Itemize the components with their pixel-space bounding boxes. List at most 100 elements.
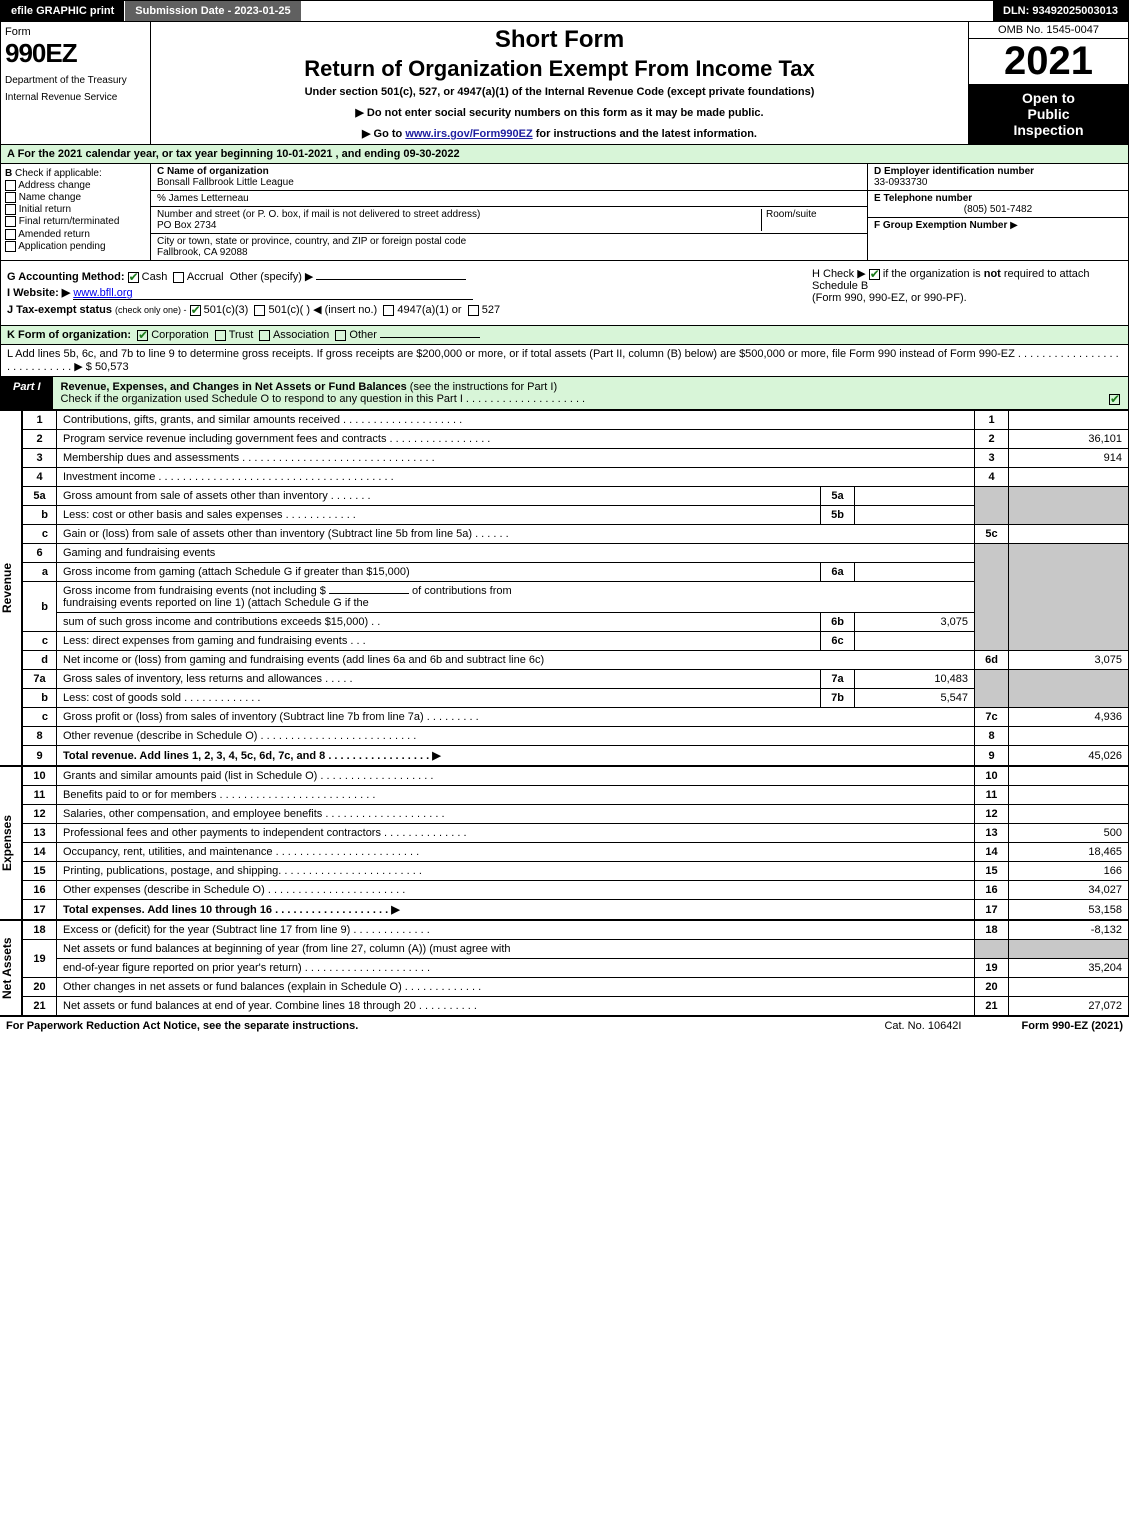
open-line2: Public	[973, 106, 1124, 122]
form-number: 990EZ	[5, 38, 146, 69]
line-13-rno: 13	[975, 824, 1009, 843]
line-5c-rno: 5c	[975, 525, 1009, 544]
line-2-val: 36,101	[1009, 430, 1129, 449]
line-5b-desc: Less: cost or other basis and sales expe…	[57, 506, 821, 525]
chk-address-change[interactable]: Address change	[5, 180, 146, 191]
line-4-desc: Investment income . . . . . . . . . . . …	[57, 468, 975, 487]
chk-501c3[interactable]	[190, 305, 201, 316]
line-18-val: -8,132	[1009, 921, 1129, 940]
city-row: City or town, state or province, country…	[151, 234, 867, 260]
chk-accrual[interactable]	[173, 272, 184, 283]
line-16: 16Other expenses (describe in Schedule O…	[23, 881, 1129, 900]
chk-4947[interactable]	[383, 305, 394, 316]
line-20-desc: Other changes in net assets or fund bala…	[57, 978, 975, 997]
line-7b: bLess: cost of goods sold . . . . . . . …	[23, 689, 1129, 708]
dln-label: DLN: 93492025003013	[993, 1, 1128, 21]
chk-corporation[interactable]	[137, 330, 148, 341]
F-label: F Group Exemption Number	[874, 220, 1007, 231]
K-label: K Form of organization:	[7, 329, 131, 341]
revenue-section: Revenue 1Contributions, gifts, grants, a…	[0, 410, 1129, 766]
line-17-rno: 17	[975, 900, 1009, 920]
chk-name-change-label: Name change	[19, 192, 81, 203]
line-3: 3Membership dues and assessments . . . .…	[23, 449, 1129, 468]
chk-H[interactable]	[869, 269, 880, 280]
net-assets-table: 18Excess or (deficit) for the year (Subt…	[22, 920, 1129, 1016]
D-label: D Employer identification number	[874, 166, 1122, 177]
line-15-rno: 15	[975, 862, 1009, 881]
address: PO Box 2734	[157, 220, 761, 231]
line-5b-sn: 5b	[821, 506, 855, 525]
care-of: % James Letterneau	[157, 193, 861, 204]
open-line1: Open to	[973, 90, 1124, 106]
line-6b-1: bGross income from fundraising events (n…	[23, 582, 1129, 613]
C-name-label: C Name of organization	[157, 166, 861, 177]
line-6-desc: Gaming and fundraising events	[57, 544, 975, 563]
line-6: 6Gaming and fundraising events	[23, 544, 1129, 563]
line-5a-sv	[855, 487, 975, 506]
line-16-desc: Other expenses (describe in Schedule O) …	[57, 881, 975, 900]
line-12-desc: Salaries, other compensation, and employ…	[57, 805, 975, 824]
section-E: E Telephone number (805) 501-7482	[868, 191, 1128, 218]
line-5b-sv	[855, 506, 975, 525]
line-6c: cLess: direct expenses from gaming and f…	[23, 632, 1129, 651]
line-9-rno: 9	[975, 746, 1009, 766]
efile-print-button[interactable]: efile GRAPHIC print	[1, 1, 125, 21]
H-text4: (Form 990, 990-EZ, or 990-PF).	[812, 292, 967, 304]
I-label: I Website: ▶	[7, 287, 70, 299]
chk-initial-return[interactable]: Initial return	[5, 204, 146, 215]
chk-association[interactable]	[259, 330, 270, 341]
footer-left: For Paperwork Reduction Act Notice, see …	[6, 1020, 884, 1032]
other-blank[interactable]	[316, 279, 466, 280]
line-4-rno: 4	[975, 468, 1009, 487]
line-6c-sn: 6c	[821, 632, 855, 651]
line-7a-sn: 7a	[821, 670, 855, 689]
org-name-row: C Name of organization Bonsall Fallbrook…	[151, 164, 867, 191]
line-19-desc2: end-of-year figure reported on prior yea…	[57, 959, 975, 978]
irs-link[interactable]: www.irs.gov/Form990EZ	[405, 128, 532, 140]
line-12-rno: 12	[975, 805, 1009, 824]
header-center: Short Form Return of Organization Exempt…	[151, 22, 968, 144]
chk-final-return[interactable]: Final return/terminated	[5, 216, 146, 227]
line-9-val: 45,026	[1009, 746, 1129, 766]
chk-trust[interactable]	[215, 330, 226, 341]
line-6b-2: sum of such gross income and contributio…	[23, 613, 1129, 632]
line-13-val: 500	[1009, 824, 1129, 843]
line-21-desc: Net assets or fund balances at end of ye…	[57, 997, 975, 1016]
submission-date-label: Submission Date - 2023-01-25	[125, 1, 301, 21]
line-2-rno: 2	[975, 430, 1009, 449]
line-6a-desc: Gross income from gaming (attach Schedul…	[57, 563, 821, 582]
line-1-rno: 1	[975, 411, 1009, 430]
line-5a: 5aGross amount from sale of assets other…	[23, 487, 1129, 506]
line-5c-desc: Gain or (loss) from sale of assets other…	[57, 525, 975, 544]
chk-application-pending[interactable]: Application pending	[5, 241, 146, 252]
chk-other-org[interactable]	[335, 330, 346, 341]
line-15: 15Printing, publications, postage, and s…	[23, 862, 1129, 881]
line-6d-val: 3,075	[1009, 651, 1129, 670]
chk-schedule-o[interactable]	[1109, 394, 1120, 405]
line-7c-rno: 7c	[975, 708, 1009, 727]
chk-501c[interactable]	[254, 305, 265, 316]
line-6d-desc: Net income or (loss) from gaming and fun…	[57, 651, 975, 670]
line-13: 13Professional fees and other payments t…	[23, 824, 1129, 843]
line-6c-sv	[855, 632, 975, 651]
dept-irs: Internal Revenue Service	[5, 92, 146, 103]
line-7c-val: 4,936	[1009, 708, 1129, 727]
block-GHIJ: H Check ▶ if the organization is not req…	[0, 261, 1129, 326]
website-link[interactable]: www.bfll.org	[73, 287, 473, 300]
chk-amended-return[interactable]: Amended return	[5, 229, 146, 240]
line-6b-desc2: sum of such gross income and contributio…	[57, 613, 821, 632]
other-org-blank[interactable]	[380, 337, 480, 338]
line-20-val	[1009, 978, 1129, 997]
chk-527[interactable]	[468, 305, 479, 316]
chk-cash[interactable]	[128, 272, 139, 283]
line-8-desc: Other revenue (describe in Schedule O) .…	[57, 727, 975, 746]
4947-label: 4947(a)(1) or	[397, 304, 461, 316]
line-7b-sn: 7b	[821, 689, 855, 708]
line-2-desc: Program service revenue including govern…	[57, 430, 975, 449]
line-14: 14Occupancy, rent, utilities, and mainte…	[23, 843, 1129, 862]
J-label: J Tax-exempt status	[7, 304, 112, 316]
chk-name-change[interactable]: Name change	[5, 192, 146, 203]
line-6b-sn: 6b	[821, 613, 855, 632]
city-state-zip: Fallbrook, CA 92088	[157, 247, 861, 258]
header-left: Form 990EZ Department of the Treasury In…	[1, 22, 151, 144]
